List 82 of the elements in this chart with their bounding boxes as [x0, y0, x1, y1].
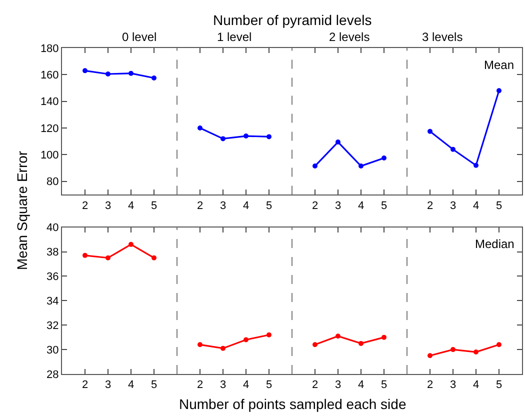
x-tick-label: 4	[242, 379, 250, 392]
annotation: Median	[475, 237, 514, 251]
point	[82, 68, 88, 74]
x-tick-label: 4	[358, 379, 364, 392]
point	[382, 334, 386, 340]
x-tick-label: 2	[312, 200, 318, 212]
point	[128, 70, 134, 76]
x-tick-label: 5	[266, 379, 272, 392]
x-tick-label: 3	[450, 200, 456, 212]
x-tick-label: 2	[196, 379, 204, 392]
point	[474, 162, 478, 168]
x-tick-label: 5	[496, 379, 502, 392]
y-tick-label: 80	[46, 176, 59, 188]
y-tick-label: 40	[46, 222, 59, 234]
point	[128, 242, 134, 247]
point	[450, 146, 456, 152]
point	[198, 126, 202, 131]
y-tick-label: 34	[46, 296, 59, 308]
x-tick-label: 2	[82, 200, 88, 212]
x-tick-label: 5	[380, 200, 388, 212]
x-tick-label: 4	[472, 379, 480, 392]
y-tick-label: 38	[46, 246, 59, 259]
x-tick-label: 2	[82, 379, 88, 392]
y-tick-label: 32	[46, 320, 59, 332]
point	[106, 72, 110, 77]
point	[266, 134, 272, 140]
x-tick-label: 5	[150, 200, 158, 212]
annotation: Mean	[484, 58, 514, 72]
point	[220, 346, 226, 351]
y-tick-label: 36	[46, 271, 59, 284]
x-tick-label: 2	[426, 200, 434, 212]
y-tick-label: 140	[40, 96, 59, 108]
point	[358, 340, 364, 346]
x-tick-label: 5	[150, 379, 158, 392]
point	[450, 347, 456, 352]
point	[244, 134, 248, 139]
point	[496, 342, 502, 348]
point	[428, 128, 432, 134]
y-tick-label: 30	[46, 344, 59, 356]
x-tick-label: 5	[266, 200, 272, 212]
point	[198, 342, 202, 348]
x-tick-label: 2	[426, 379, 434, 392]
x-tick-label: 3	[334, 200, 342, 212]
point	[106, 255, 110, 260]
chart-title: 2 levels	[329, 30, 370, 44]
x-tick-label: 4	[128, 379, 134, 392]
point	[336, 334, 340, 339]
x-axis-title: Number of points sampled each side	[179, 396, 406, 412]
x-tick-label: 5	[380, 379, 388, 392]
chart-title: 3 levels	[422, 30, 463, 44]
x-tick-label: 4	[242, 200, 250, 212]
point	[266, 332, 272, 338]
x-tick-label: 2	[196, 200, 204, 212]
point	[312, 342, 318, 348]
x-tick-label: 3	[220, 200, 226, 212]
x-tick-label: 2	[312, 379, 318, 392]
point	[496, 88, 502, 94]
x-tick-label: 3	[104, 379, 112, 392]
y-tick-label: 100	[40, 150, 59, 162]
point	[152, 255, 156, 260]
y-tick-label: 120	[40, 122, 59, 135]
x-tick-label: 3	[334, 379, 342, 392]
chart-title: 1 level	[217, 30, 252, 44]
text: Number of pyramid levels	[213, 12, 372, 28]
point	[474, 350, 478, 354]
point	[220, 136, 226, 142]
x-tick-label: 5	[496, 200, 502, 212]
point	[152, 76, 156, 81]
x-tick-label: 3	[450, 379, 456, 392]
x-tick-label: 3	[104, 200, 112, 212]
x-tick-label: 3	[220, 379, 226, 392]
x-tick-label: 4	[472, 200, 480, 212]
y-tick-label: 160	[40, 70, 59, 82]
y-tick-label: 28	[46, 368, 59, 381]
x-tick-label: 4	[128, 200, 134, 212]
y-axis-title: Mean Square Error	[14, 150, 30, 270]
y-tick-label: 180	[40, 42, 59, 55]
x-tick-label: 4	[358, 200, 364, 212]
chart-title: 0 level	[122, 30, 157, 44]
point	[244, 337, 248, 342]
point	[428, 353, 432, 358]
point	[82, 252, 88, 258]
